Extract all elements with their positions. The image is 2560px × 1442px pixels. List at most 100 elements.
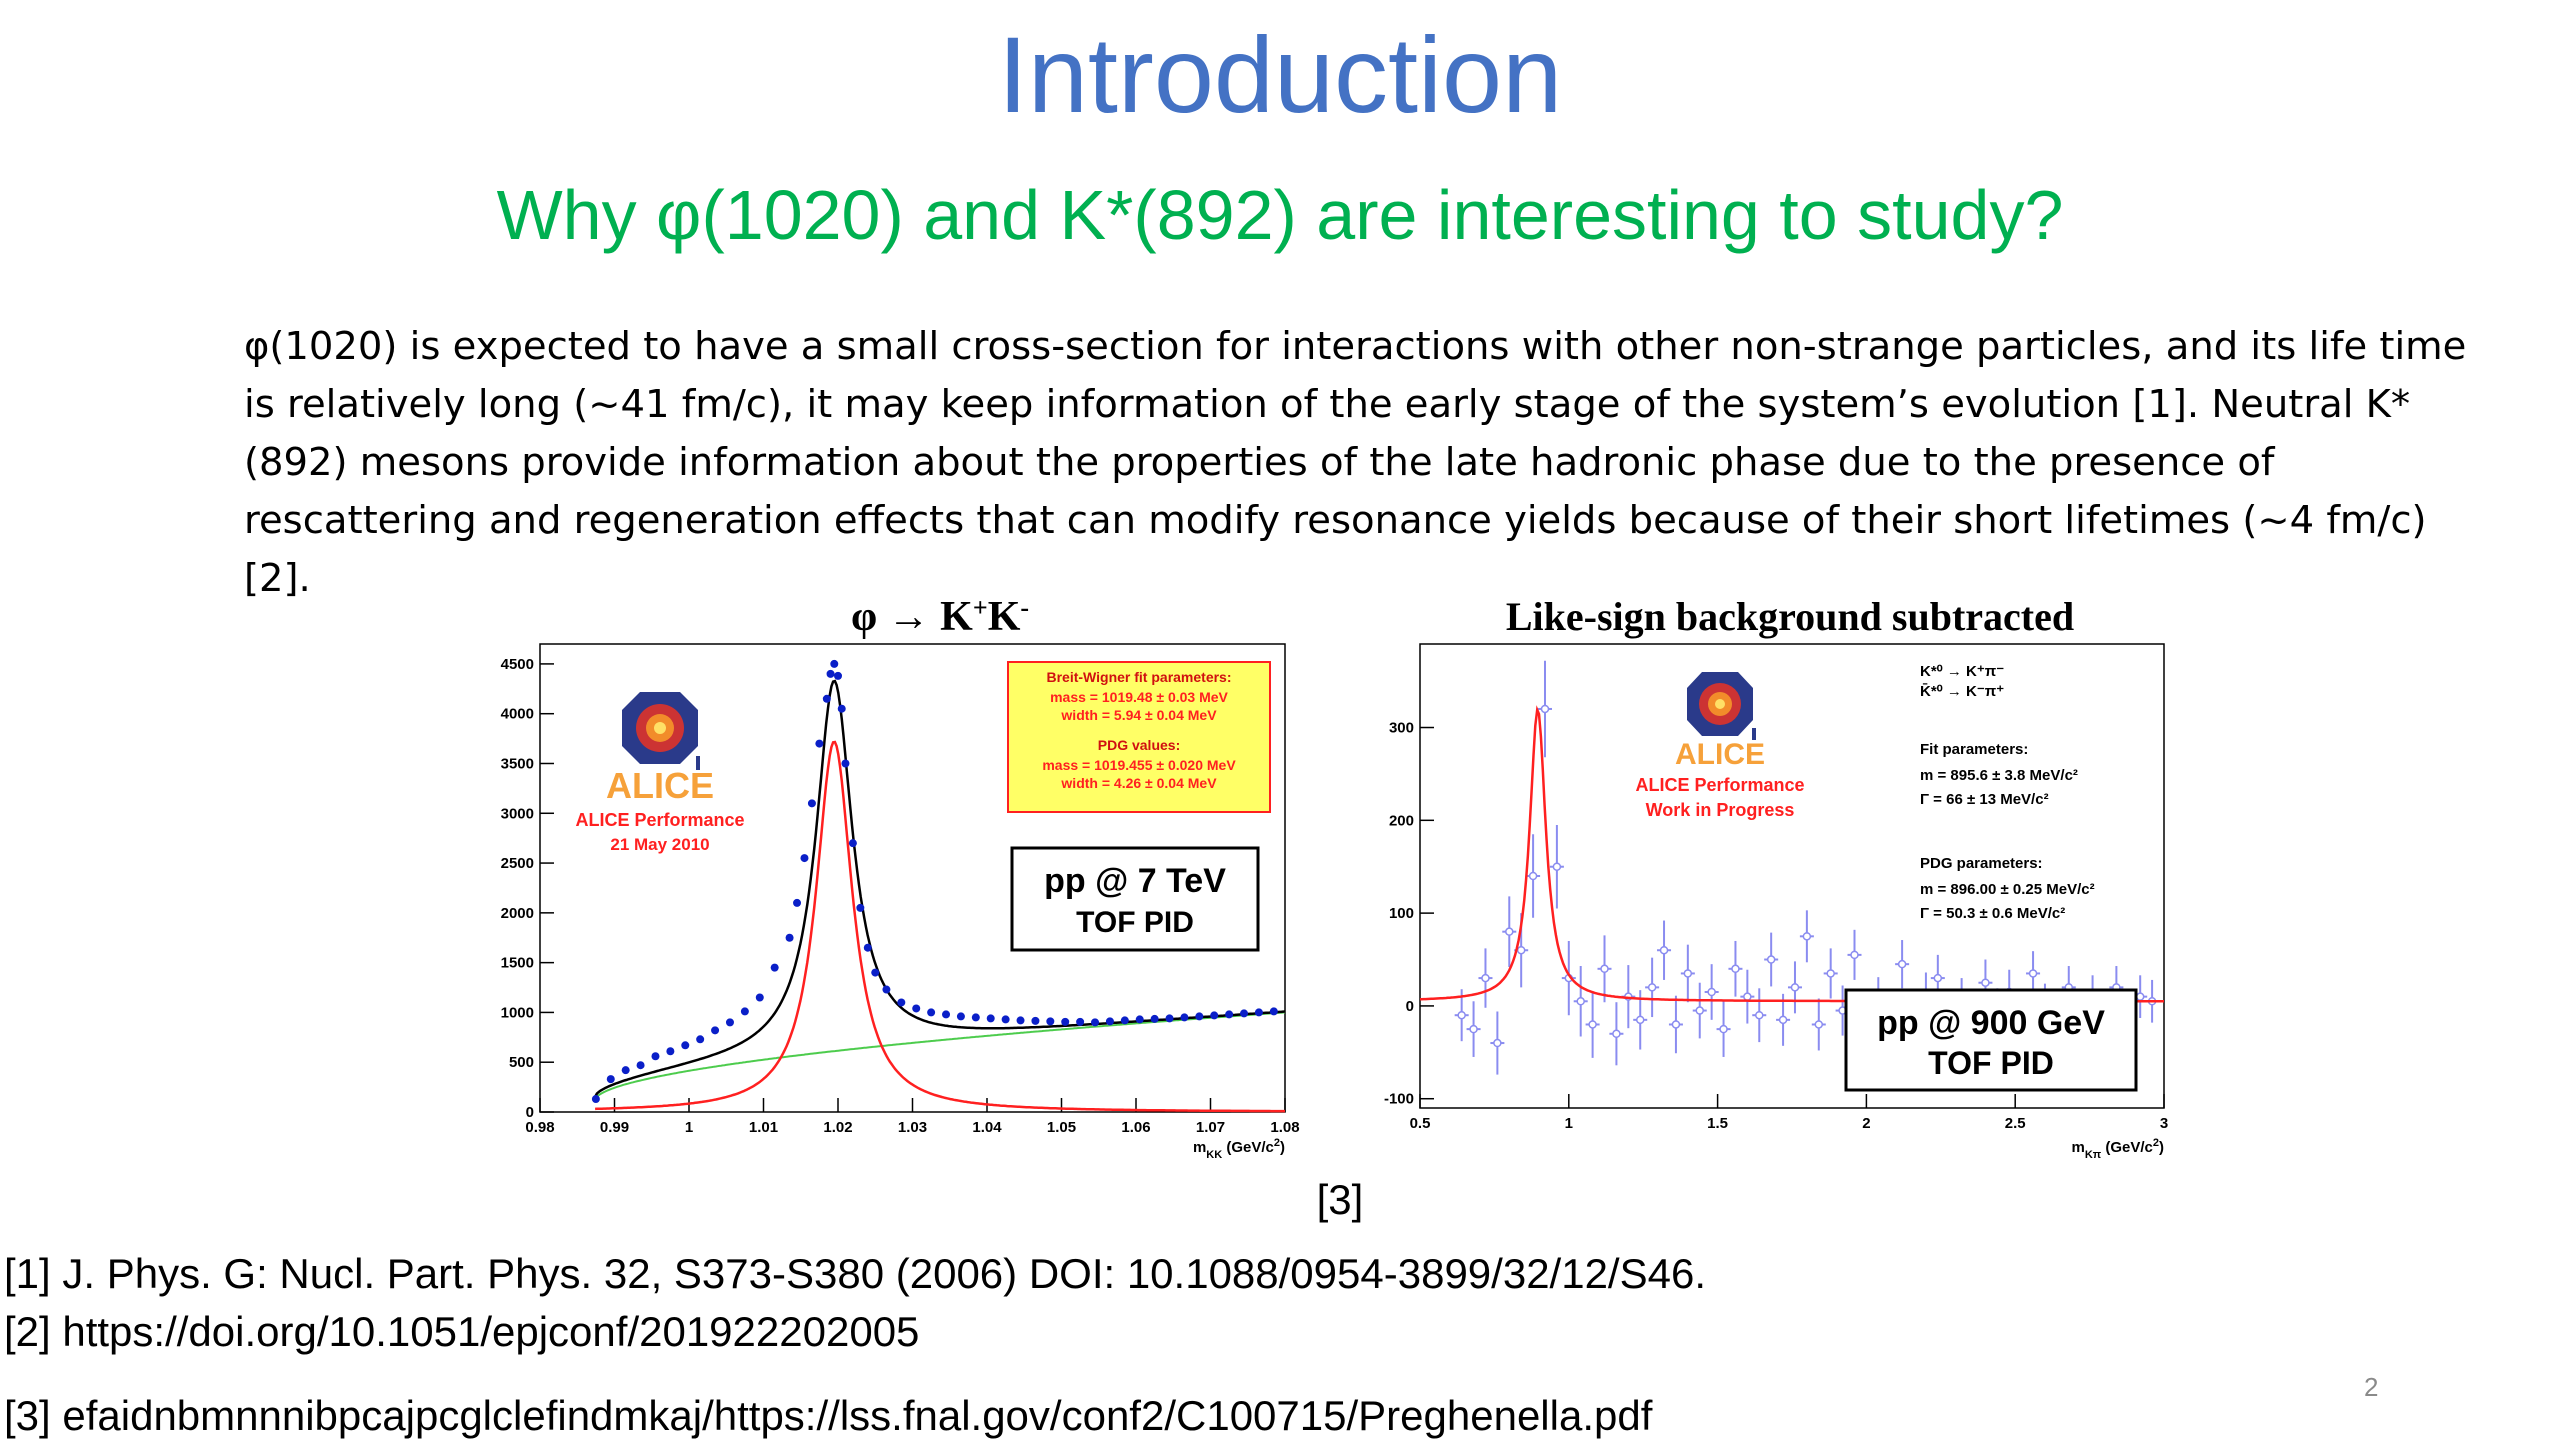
kstar-system-box — [1844, 988, 2138, 1092]
phi-data-point — [1046, 1017, 1055, 1026]
slide-subtitle: Why φ(1020) and K*(892) are interesting … — [496, 176, 2064, 254]
kstar-data-point — [1776, 993, 1791, 1046]
phi-data-point — [591, 1095, 600, 1104]
phi-x-tick-label: 1.03 — [898, 1119, 927, 1136]
phi-x-tick-label: 1.06 — [1121, 1119, 1150, 1136]
kstar-data-point — [1454, 989, 1469, 1042]
kstar-data-point — [1609, 1002, 1624, 1066]
phi-data-point — [1135, 1015, 1144, 1024]
phi-data-point — [826, 669, 835, 678]
phi-x-tick-label: 0.98 — [525, 1119, 554, 1136]
kstar-system-line2: TOF PID — [1928, 1045, 2054, 1081]
phi-data-point — [793, 898, 802, 907]
phi-fit-box-line5: mass = 1019.455 ± 0.020 MeV — [1042, 757, 1236, 773]
kstar-data-point — [1716, 1001, 1731, 1057]
phi-data-point — [800, 854, 809, 863]
phi-y-tick-label: 1500 — [501, 955, 534, 972]
reference-3[interactable]: [3] efaidnbmnnnibpcajpcglclefindmkaj/htt… — [4, 1392, 1653, 1439]
phi-data-point — [942, 1010, 951, 1019]
reference-2[interactable]: [2] https://doi.org/10.1051/epjconf/2019… — [4, 1308, 920, 1355]
phi-chart-title: φ → K+K- — [851, 593, 1029, 641]
phi-data-point — [1076, 1017, 1085, 1026]
kstar-data-point — [1561, 940, 1576, 1016]
phi-data-point — [912, 1004, 921, 1013]
phi-data-point — [986, 1014, 995, 1023]
phi-data-point — [807, 799, 816, 808]
kstar-x-tick-label: 1.5 — [1707, 1115, 1728, 1132]
phi-data-point — [834, 671, 842, 680]
phi-data-point — [1165, 1014, 1174, 1023]
phi-data-point — [956, 1012, 965, 1021]
kstar-fit-header: Fit parameters: — [1920, 741, 2028, 758]
kstar-data-point — [2026, 951, 2041, 996]
kstar-x-tick-label: 1 — [1565, 1115, 1573, 1132]
kstar-data-point — [1645, 957, 1660, 1018]
kstar-y-tick-label: 200 — [1389, 812, 1414, 829]
kstar-data-point — [1573, 966, 1588, 1037]
phi-y-tick-label: 2500 — [501, 855, 534, 872]
phi-data-point — [1225, 1010, 1234, 1019]
phi-data-point — [1195, 1012, 1204, 1021]
phi-data-point — [1105, 1017, 1114, 1026]
phi-data-point — [848, 839, 857, 848]
kstar-data-point — [1680, 944, 1695, 1003]
phi-data-point — [1240, 1009, 1249, 1018]
alice-logo-icon — [622, 692, 700, 770]
phi-data-point — [882, 985, 891, 994]
kstar-data-point — [1502, 896, 1517, 967]
reference-1: [1] J. Phys. G: Nucl. Part. Phys. 32, S3… — [4, 1250, 1707, 1297]
phi-x-tick-label: 1.08 — [1270, 1119, 1299, 1136]
phi-data-point — [815, 739, 824, 748]
phi-kk-chart-svg: φ → K+K- 0.98 0.99 1 1.01 1.02 1.03 1.04 1.05 1.… — [501, 593, 1300, 1162]
phi-data-point — [1254, 1008, 1263, 1017]
kstar-data-point — [1895, 940, 1910, 989]
kstar-plot-frame — [1419, 643, 2165, 1109]
kstar-data-point — [1526, 834, 1541, 918]
kstar-x-tick-label: 2.5 — [2005, 1115, 2026, 1132]
phi-data-point — [1061, 1017, 1070, 1026]
kstar-system-line1: pp @ 900 GeV — [1877, 1004, 2105, 1042]
intro-paragraph: φ(1020) is expected to have a small cros… — [244, 324, 2467, 601]
slide-title: Introduction — [997, 14, 1563, 135]
kstar-data-point — [1597, 935, 1612, 1003]
kstar-data-point — [1633, 990, 1648, 1050]
kstar-data-point — [1799, 910, 1814, 963]
phi-data-point — [1120, 1016, 1129, 1025]
phi-data-point — [621, 1066, 630, 1075]
kstar-chart-svg: Like-sign background subtracted 0.5 1 1.5 2… — [1384, 594, 2168, 1161]
phi-alice-performance-label: ALICE Performance — [575, 810, 744, 830]
phi-data-point — [856, 903, 865, 912]
kstar-y-tick-label: 300 — [1389, 720, 1414, 737]
phi-system-box — [1010, 846, 1260, 952]
phi-y-tick-label: 2000 — [501, 905, 534, 922]
phi-data-point — [1180, 1013, 1189, 1022]
phi-data-point — [636, 1061, 645, 1070]
phi-data-point — [1001, 1015, 1010, 1024]
phi-data-point — [971, 1013, 980, 1022]
kstar-fit-mass: m = 895.6 ± 3.8 MeV/c² — [1920, 767, 2078, 784]
phi-data-point — [871, 968, 880, 977]
phi-data-point — [725, 1018, 734, 1027]
phi-y-tick-label: 1000 — [501, 1004, 534, 1021]
phi-data-point — [1031, 1016, 1040, 1025]
phi-data-point — [837, 704, 846, 713]
phi-data-point — [822, 694, 831, 703]
kstar-data-point — [1549, 824, 1564, 909]
phi-data-point — [666, 1047, 675, 1056]
figure-citation: [3] — [1316, 1176, 1364, 1223]
phi-fit-params-box — [1007, 661, 1271, 813]
kstar-work-in-progress-label: Work in Progress — [1646, 800, 1795, 820]
kstar-data-point — [1704, 964, 1719, 1020]
kstar-pdg-header: PDG parameters: — [1920, 855, 2043, 872]
phi-x-tick-label: 1.01 — [749, 1119, 778, 1136]
kstar-data-point — [1478, 948, 1493, 1008]
kstar-data-point — [1692, 982, 1707, 1039]
kstar-pdg-mass: m = 896.00 ± 0.25 MeV/c² — [1920, 881, 2095, 898]
kstar-data-point — [1811, 998, 1826, 1051]
kstar-y-tick-label: 0 — [1406, 998, 1414, 1015]
phi-data-point — [1091, 1018, 1100, 1027]
kstar-y-tick-label: 100 — [1389, 905, 1414, 922]
kstar-fit-curve — [1419, 705, 2164, 1003]
phi-y-tick-label: 3000 — [501, 805, 534, 822]
kstar-data-point — [1490, 1011, 1505, 1075]
